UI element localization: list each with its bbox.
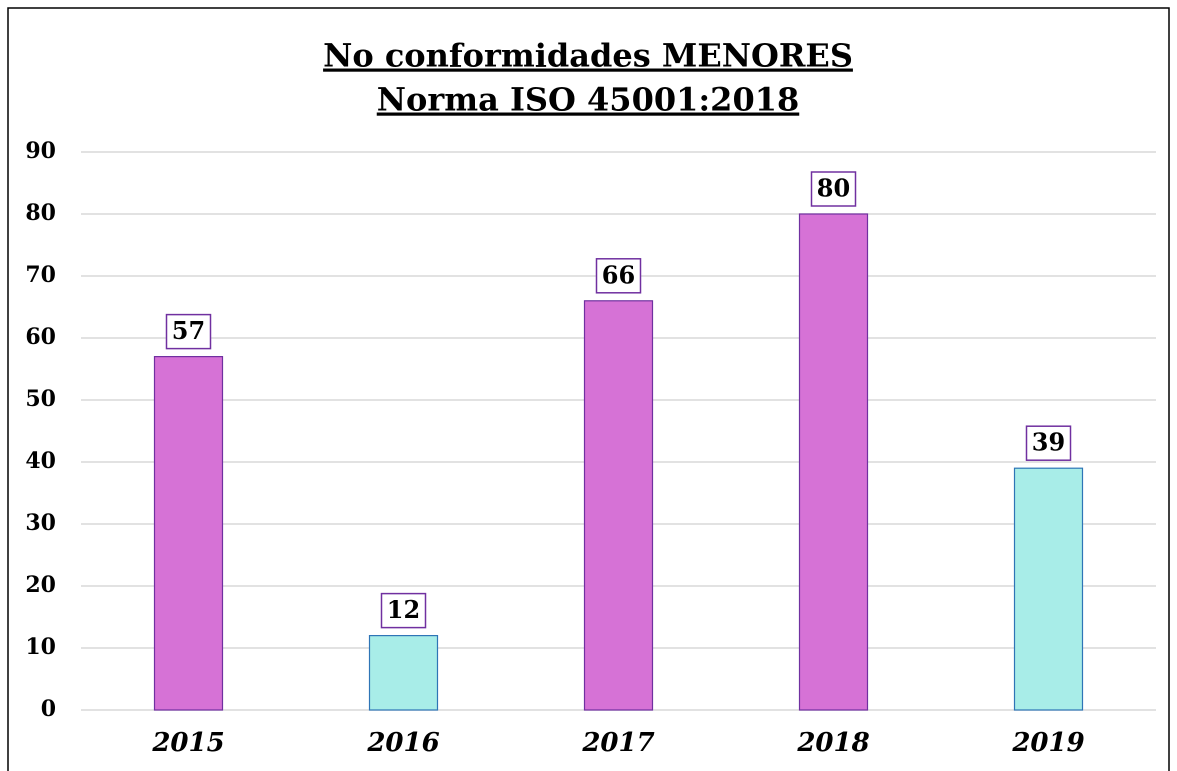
x-tick-label: 2017 bbox=[581, 728, 654, 758]
y-tick-label: 70 bbox=[25, 262, 56, 288]
bar bbox=[798, 213, 869, 711]
value-label: 57 bbox=[172, 316, 205, 345]
chart-title: No conformidades MENORES bbox=[323, 37, 853, 75]
x-tick-label: 2016 bbox=[366, 728, 439, 758]
value-label: 66 bbox=[602, 260, 635, 289]
chart-subtitle: Norma ISO 45001:2018 bbox=[377, 81, 799, 119]
x-tick-label: 2019 bbox=[1011, 728, 1084, 758]
y-tick-label: 30 bbox=[25, 510, 56, 536]
y-tick-label: 80 bbox=[25, 200, 56, 226]
value-label: 12 bbox=[387, 595, 420, 624]
value-label-box bbox=[1025, 425, 1072, 461]
value-label-box bbox=[380, 592, 427, 629]
value-label: 80 bbox=[817, 174, 850, 203]
value-label-box bbox=[165, 313, 212, 350]
y-tick-label: 90 bbox=[25, 138, 56, 164]
y-tick-label: 60 bbox=[25, 324, 56, 350]
y-tick-label: 10 bbox=[25, 634, 56, 660]
bar bbox=[153, 356, 224, 711]
y-tick-label: 40 bbox=[25, 448, 56, 474]
bar bbox=[1013, 467, 1084, 711]
x-tick-label: 2018 bbox=[796, 728, 869, 758]
value-label: 39 bbox=[1032, 428, 1065, 457]
value-label-box bbox=[810, 171, 857, 207]
y-tick-label: 50 bbox=[25, 386, 56, 412]
y-tick-label: 20 bbox=[25, 572, 56, 598]
x-tick-label: 2015 bbox=[151, 728, 224, 758]
value-label-box bbox=[595, 258, 642, 294]
bar bbox=[368, 634, 439, 711]
bar bbox=[583, 300, 654, 711]
y-tick-label: 0 bbox=[41, 696, 56, 722]
